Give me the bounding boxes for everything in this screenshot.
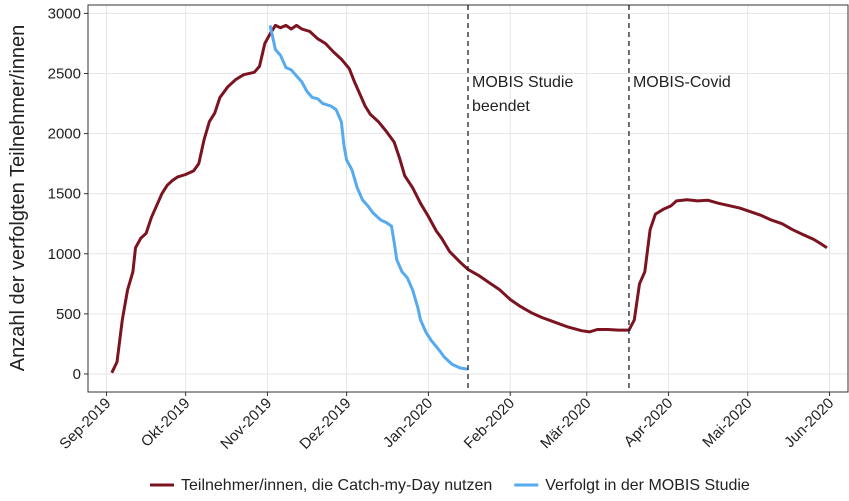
series-line <box>110 23 828 374</box>
x-tick-label: Nov-2019 <box>217 395 275 453</box>
annotation-text: MOBIS Studie <box>472 74 573 91</box>
x-tick-label: Mär-2020 <box>537 395 594 452</box>
x-tick-label: Jan-2020 <box>380 395 436 451</box>
x-tick-label: Okt-2019 <box>138 395 194 451</box>
annotation-text: MOBIS-Covid <box>633 74 731 91</box>
y-tick-label: 500 <box>56 306 81 323</box>
y-tick-label: 2000 <box>48 126 81 143</box>
x-tick-label: Mai-2020 <box>699 395 755 451</box>
x-tick-label: Dez-2019 <box>296 395 354 453</box>
annotation-text: beendet <box>472 98 530 115</box>
y-axis-label: Anzahl der verfolgten Teilnehmer/innen <box>7 25 29 372</box>
x-tick-label: Jun-2020 <box>781 395 837 451</box>
x-tick-label: Feb-2020 <box>461 395 518 452</box>
series-line <box>268 25 469 371</box>
y-tick-label: 1500 <box>48 186 81 203</box>
y-tick-label: 0 <box>73 366 81 383</box>
legend-label: Verfolgt in der MOBIS Studie <box>545 477 750 494</box>
x-tick-label: Sep-2019 <box>56 395 114 453</box>
legend-label: Teilnehmer/innen, die Catch-my-Day nutze… <box>181 477 492 494</box>
y-tick-label: 1000 <box>48 246 81 263</box>
y-tick-label: 3000 <box>48 5 81 22</box>
y-tick-label: 2500 <box>48 66 81 83</box>
x-tick-label: Apr-2020 <box>621 395 677 451</box>
